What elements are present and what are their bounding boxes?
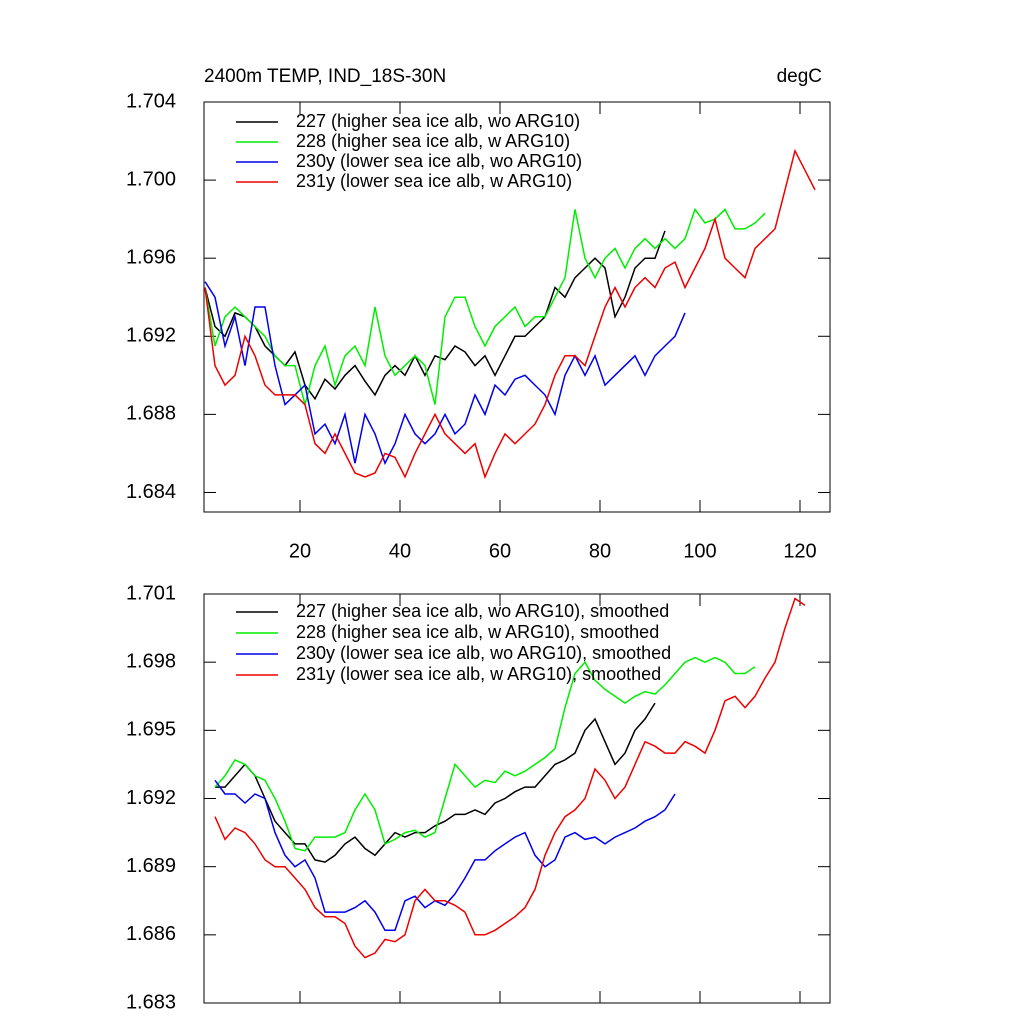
legend-label: 227 (higher sea ice alb, wo ARG10) — [296, 111, 580, 131]
legend-label: 231y (lower sea ice alb, w ARG10), smoot… — [296, 664, 661, 684]
y-tick-label: 1.692 — [126, 325, 176, 347]
chart-title: 2400m TEMP, IND_18S-30N — [204, 66, 446, 87]
series-line — [214, 656, 756, 852]
x-tick-label: 60 — [489, 540, 511, 562]
legend-label: 228 (higher sea ice alb, w ARG10), smoot… — [296, 622, 659, 642]
y-tick-label: 1.689 — [126, 855, 176, 877]
series-line — [204, 281, 686, 466]
plot-frame — [203, 101, 831, 513]
legend-label: 231y (lower sea ice alb, w ARG10) — [296, 171, 572, 191]
y-tick-label: 1.701 — [126, 582, 176, 604]
series-line — [215, 702, 656, 863]
series-line — [204, 207, 766, 405]
y-tick-label: 1.683 — [126, 991, 176, 1013]
legend-label: 230y (lower sea ice alb, wo ARG10), smoo… — [296, 643, 671, 663]
y-tick-label: 1.692 — [126, 787, 176, 809]
series-line — [204, 148, 816, 480]
y-tick-label: 1.695 — [126, 719, 176, 741]
unit-label: degC — [777, 66, 822, 87]
y-tick-label: 1.686 — [126, 923, 176, 945]
y-tick-label: 1.684 — [126, 481, 176, 503]
x-tick-label: 80 — [589, 540, 611, 562]
legend-label: 228 (higher sea ice alb, w ARG10) — [296, 131, 570, 151]
x-tick-label: 100 — [683, 540, 716, 562]
series-line — [204, 230, 666, 401]
x-tick-label: 40 — [389, 540, 411, 562]
y-tick-label: 1.700 — [126, 168, 176, 190]
series-line — [214, 779, 676, 932]
legend-label: 227 (higher sea ice alb, wo ARG10), smoo… — [296, 601, 669, 621]
y-tick-label: 1.698 — [126, 650, 176, 672]
x-tick-label: 120 — [783, 540, 816, 562]
y-tick-label: 1.688 — [126, 403, 176, 425]
x-tick-label: 20 — [289, 540, 311, 562]
y-tick-label: 1.704 — [126, 90, 176, 112]
y-tick-label: 1.696 — [126, 246, 176, 268]
series-line — [214, 597, 806, 959]
legend-label: 230y (lower sea ice alb, wo ARG10) — [296, 151, 582, 171]
